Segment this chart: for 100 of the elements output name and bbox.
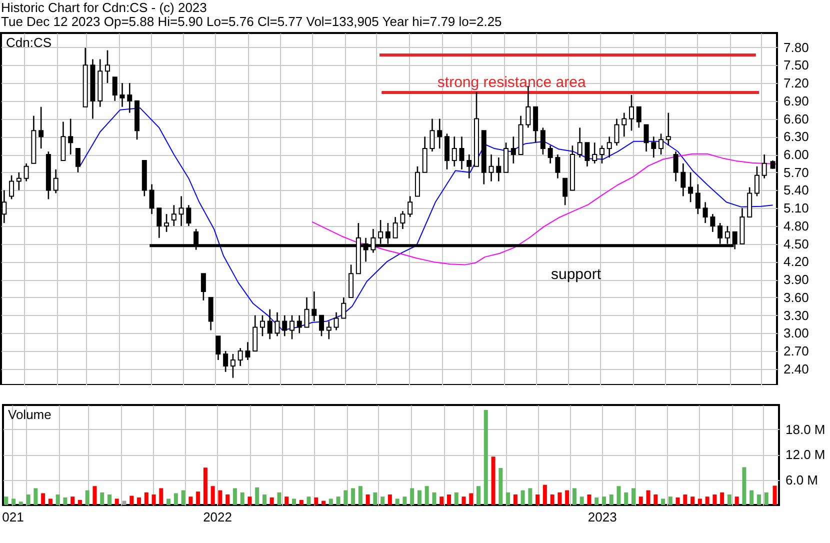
bar xyxy=(410,488,414,505)
candlestick xyxy=(319,314,324,337)
y-tick-label: 7.80 xyxy=(784,40,809,55)
bar xyxy=(70,496,75,505)
bar xyxy=(218,490,222,505)
bar xyxy=(226,494,230,505)
candlestick xyxy=(430,118,435,152)
bar xyxy=(402,496,407,505)
candlestick xyxy=(673,150,678,182)
x-tick-label: 2023 xyxy=(588,510,617,524)
bar xyxy=(638,496,643,505)
bar xyxy=(395,498,400,505)
bar xyxy=(609,494,614,505)
bar xyxy=(520,490,525,505)
bar xyxy=(299,500,304,505)
y-tick-label: 6.00 xyxy=(784,147,809,162)
candlestick xyxy=(223,350,228,373)
bar xyxy=(454,492,458,505)
candlestick xyxy=(555,154,560,179)
candlestick xyxy=(274,312,280,337)
bar xyxy=(4,496,8,505)
bar xyxy=(632,488,636,505)
bar xyxy=(255,487,260,505)
candlestick xyxy=(392,216,398,239)
y-tick-label: 5.10 xyxy=(784,200,809,216)
candlestick xyxy=(245,341,250,361)
candlestick xyxy=(496,156,502,182)
bar xyxy=(306,496,311,505)
candlestick xyxy=(53,168,58,194)
candlestick xyxy=(312,290,317,322)
bar xyxy=(513,494,518,505)
y-tick-label: 6.0 M xyxy=(786,472,818,488)
y-tick-label: 5.40 xyxy=(784,182,809,198)
candlestick xyxy=(186,204,192,227)
bar xyxy=(92,486,97,505)
candlestick xyxy=(304,296,310,328)
candlestick xyxy=(68,118,74,156)
candlestick xyxy=(178,196,184,227)
bar xyxy=(705,496,710,505)
bar xyxy=(580,496,584,505)
candlestick xyxy=(156,207,162,239)
candlestick xyxy=(9,174,14,200)
candlestick xyxy=(112,76,118,102)
candlestick xyxy=(208,296,214,331)
y-tick-label: 6.60 xyxy=(784,111,809,126)
bar xyxy=(144,492,148,505)
chart-subtitle: Tue Dec 12 2023 Op=5.88 Hi=5.90 Lo=5.76 Cl=5.77 Vol=133,905 Year hi=7.79 lo=2.25 xyxy=(1,14,502,29)
bar xyxy=(262,494,266,505)
candlestick xyxy=(127,82,132,114)
candlestick xyxy=(444,133,450,170)
bar xyxy=(624,492,628,505)
bar xyxy=(373,492,378,505)
bar xyxy=(720,492,724,505)
candlestick xyxy=(533,106,538,144)
bar xyxy=(48,498,52,505)
candlestick xyxy=(341,296,346,319)
bar xyxy=(26,494,30,505)
bar xyxy=(491,456,496,505)
candlestick xyxy=(459,136,464,170)
bar xyxy=(328,498,333,505)
candlestick xyxy=(252,314,258,352)
bar xyxy=(756,494,761,505)
candlestick xyxy=(238,347,243,367)
bar xyxy=(270,497,274,505)
candlestick xyxy=(282,314,288,337)
candlestick xyxy=(296,314,302,334)
bar xyxy=(232,488,237,505)
bar xyxy=(277,492,282,505)
bar xyxy=(100,492,104,505)
candlestick xyxy=(400,210,406,230)
bar xyxy=(698,498,702,505)
candlestick xyxy=(290,314,294,340)
candlestick xyxy=(437,118,442,150)
y-tick-label: 6.30 xyxy=(784,129,809,144)
candlestick xyxy=(695,184,700,215)
bar xyxy=(284,496,289,505)
candlestick xyxy=(510,136,516,164)
bar xyxy=(174,493,178,505)
candlestick xyxy=(644,124,649,152)
bar xyxy=(388,494,392,505)
y-tick-label: 7.50 xyxy=(784,58,809,73)
annotation: support xyxy=(550,266,602,283)
candlestick xyxy=(488,154,494,182)
bar xyxy=(476,486,481,505)
bar xyxy=(772,486,777,505)
candlestick xyxy=(688,172,694,203)
bar xyxy=(203,468,208,505)
annotation: Cdn:CS xyxy=(6,35,52,50)
candlestick xyxy=(702,202,708,224)
bar xyxy=(506,492,510,505)
bar xyxy=(484,410,488,505)
bar xyxy=(85,490,90,505)
bar xyxy=(210,486,215,505)
bar xyxy=(498,468,503,505)
y-tick-label: 7.20 xyxy=(784,76,809,91)
candlestick xyxy=(104,50,110,84)
bar xyxy=(417,490,422,505)
bar xyxy=(742,467,746,505)
annotation: Volume xyxy=(8,407,52,422)
candlestick xyxy=(599,144,604,164)
